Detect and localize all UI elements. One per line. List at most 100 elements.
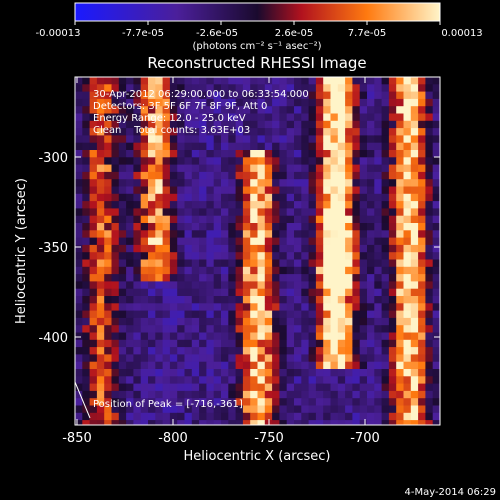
heatmap-cell	[279, 252, 288, 260]
heatmap-cell	[330, 281, 339, 290]
heatmap-cell	[75, 332, 83, 341]
heatmap-cell	[169, 120, 178, 129]
heatmap-cell	[257, 332, 266, 341]
heatmap-cell	[228, 332, 236, 341]
heatmap-cell	[126, 113, 134, 122]
heatmap-cell	[286, 332, 295, 341]
heatmap-cell	[133, 91, 142, 100]
heatmap-cell	[410, 281, 419, 290]
heatmap-cell	[286, 237, 295, 246]
heatmap-cell	[169, 128, 178, 136]
heatmap-cell	[221, 347, 229, 355]
heatmap-cell	[345, 317, 353, 326]
heatmap-cell	[294, 157, 302, 165]
heatmap-cell	[213, 296, 222, 304]
heatmap-cell	[213, 128, 222, 136]
heatmap-cell	[279, 223, 288, 231]
heatmap-cell	[111, 296, 120, 304]
heatmap-cell	[140, 325, 149, 333]
heatmap-cell	[126, 120, 134, 129]
heatmap-cell	[82, 303, 90, 311]
heatmap-cell	[104, 77, 112, 85]
heatmap-cell	[89, 208, 98, 217]
heatmap-cell	[250, 420, 258, 425]
heatmap-cell	[250, 106, 258, 114]
heatmap-cell	[403, 113, 412, 122]
heatmap-cell	[221, 376, 229, 384]
heatmap-cell	[126, 296, 134, 304]
heatmap-cell	[111, 244, 120, 253]
heatmap-cell	[148, 317, 156, 326]
heatmap-cell	[315, 325, 324, 333]
heatmap-cell	[352, 405, 361, 414]
heatmap-cell	[388, 120, 397, 129]
heatmap-cell	[89, 325, 98, 333]
heatmap-cell	[257, 310, 266, 319]
heatmap-cell	[315, 230, 324, 238]
heatmap-cell	[162, 244, 171, 253]
heatmap-cell	[359, 230, 368, 238]
heatmap-cell	[425, 420, 434, 425]
corner-line	[74, 381, 91, 419]
heatmap-cell	[337, 412, 346, 421]
heatmap-cell	[388, 98, 397, 107]
heatmap-cell	[374, 150, 382, 158]
heatmap-cell	[388, 361, 397, 370]
heatmap-cell	[184, 310, 193, 319]
heatmap-cell	[242, 201, 251, 209]
heatmap-cell	[118, 361, 127, 370]
heatmap-cell	[191, 252, 200, 260]
heatmap-cell	[75, 266, 83, 275]
heatmap-cell	[425, 237, 434, 246]
heatmap-cell	[96, 244, 105, 253]
heatmap-cell	[213, 288, 222, 297]
heatmap-cell	[367, 383, 375, 392]
heatmap-cell	[330, 296, 339, 304]
heatmap-cell	[118, 201, 127, 209]
heatmap-cell	[330, 259, 339, 268]
heatmap-cell	[337, 164, 346, 173]
heatmap-cell	[374, 84, 382, 92]
heatmap-cell	[257, 150, 266, 158]
heatmap-cell	[359, 281, 368, 290]
heatmap-cell	[374, 274, 382, 282]
heatmap-cell	[177, 405, 185, 414]
heatmap-cell	[337, 135, 346, 144]
heatmap-cell	[418, 186, 426, 195]
heatmap-cell	[264, 376, 273, 384]
heatmap-cell	[308, 383, 317, 392]
heatmap-cell	[381, 361, 390, 370]
heatmap-cell	[432, 244, 440, 253]
heatmap-cell	[169, 252, 178, 260]
heatmap-cell	[184, 325, 193, 333]
heatmap-cell	[330, 98, 339, 107]
heatmap-cell	[89, 281, 98, 290]
heatmap-cell	[228, 157, 236, 165]
heatmap-cell	[403, 84, 412, 92]
heatmap-cell	[315, 201, 324, 209]
heatmap-cell	[228, 339, 236, 348]
heatmap-cell	[367, 193, 375, 202]
heatmap-cell	[148, 288, 156, 297]
heatmap-cell	[213, 215, 222, 224]
heatmap-cell	[111, 106, 120, 114]
heatmap-cell	[308, 150, 317, 158]
heatmap-cell	[118, 398, 127, 406]
heatmap-cell	[323, 390, 331, 399]
heatmap-cell	[242, 325, 251, 333]
heatmap-cell	[396, 135, 404, 144]
heatmap-cell	[177, 150, 185, 158]
heatmap-cell	[133, 223, 142, 231]
heatmap-cell	[359, 84, 368, 92]
heatmap-cell	[191, 339, 200, 348]
heatmap-cell	[352, 142, 361, 151]
heatmap-cell	[272, 412, 280, 421]
heatmap-cell	[155, 281, 163, 290]
heatmap-cell	[126, 135, 134, 144]
heatmap-cell	[118, 354, 127, 363]
heatmap-cell	[315, 296, 324, 304]
heatmap-cell	[257, 157, 266, 165]
heatmap-cell	[148, 354, 156, 363]
heatmap-cell	[294, 244, 302, 253]
